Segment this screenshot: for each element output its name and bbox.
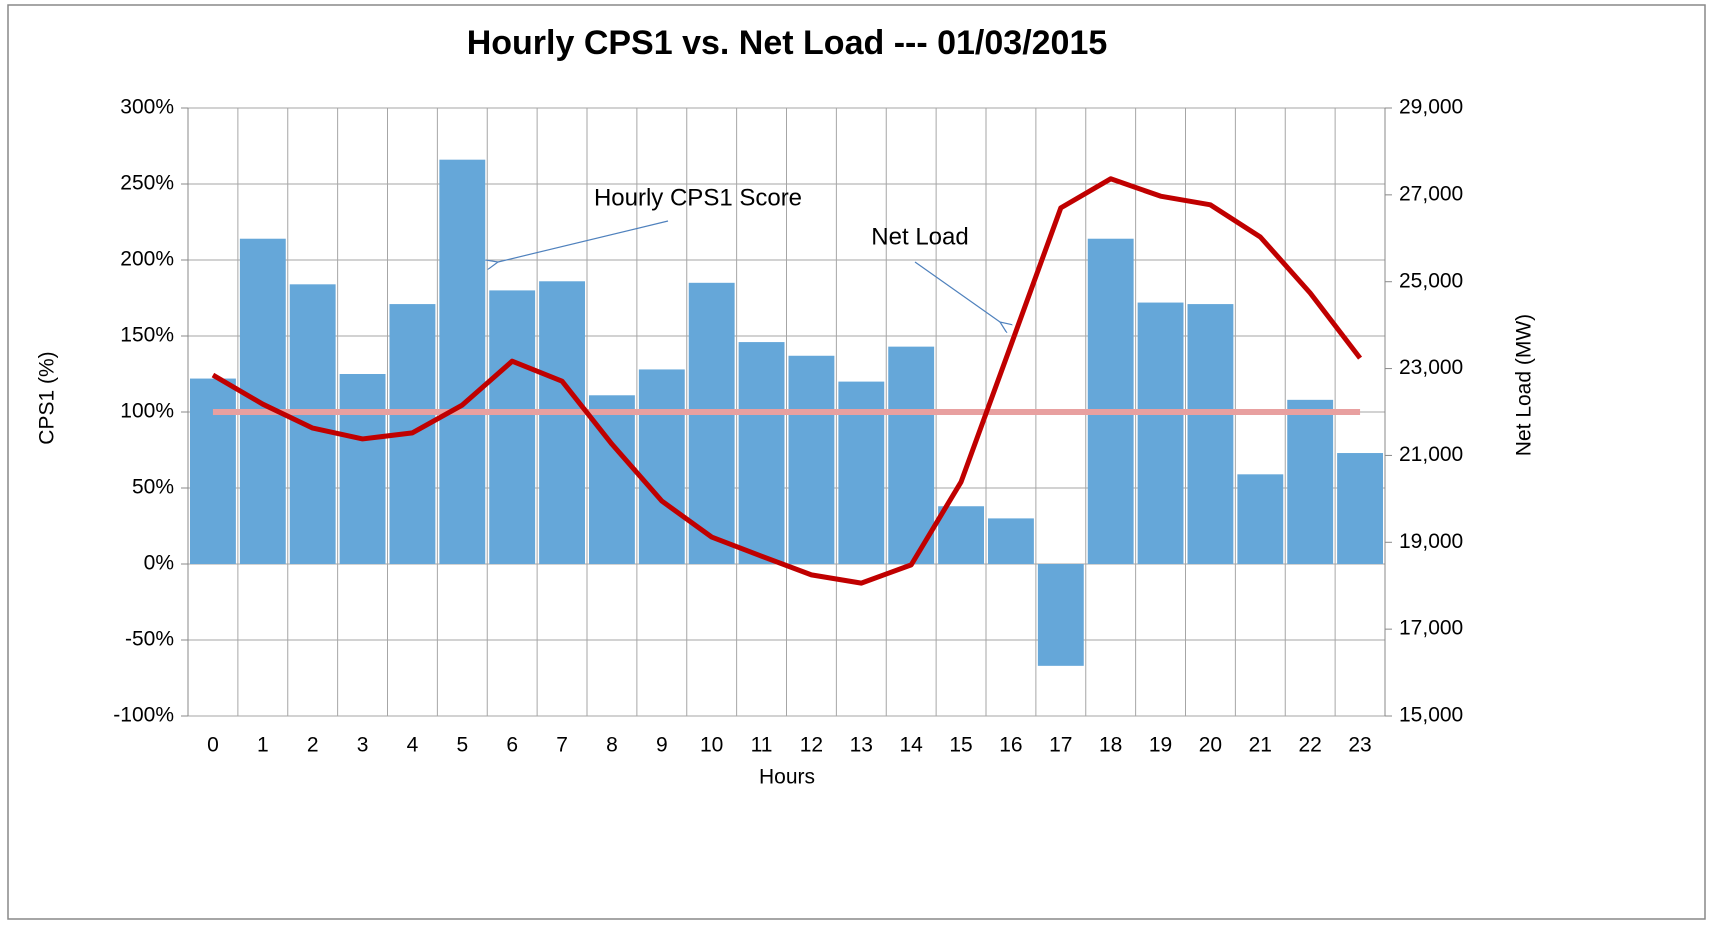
x-tick-label: 6 [506,734,518,757]
bar [1287,399,1334,564]
x-tick-label: 21 [1249,734,1272,757]
bar [1087,238,1134,564]
x-tick-label: 11 [751,734,773,757]
bar [788,355,835,564]
y-tick-label: 0% [144,552,174,575]
x-tick-label: 19 [1149,734,1172,757]
bar [339,374,386,564]
x-tick-label: 23 [1348,734,1371,757]
x-axis-label: Hours [759,766,815,789]
x-tick-label: 1 [257,734,269,757]
y-tick-label: 300% [120,96,174,119]
y-tick-label: 50% [132,476,174,499]
y2-axis-label: Net Load (MW) [1513,314,1536,456]
annotation-arrow [914,261,1000,322]
y2-tick-label: 27,000 [1399,182,1463,205]
y-tick-label: 250% [120,172,174,195]
y-tick-label: 200% [120,248,174,271]
x-tick-label: 17 [1049,734,1072,757]
x-tick-label: 16 [999,734,1022,757]
x-tick-label: 10 [700,734,723,757]
y2-tick-label: 15,000 [1399,704,1463,727]
bar [1137,302,1184,564]
y-axis-label: CPS1 (%) [36,351,59,444]
annotation-arrow [498,220,669,262]
bar [838,381,885,564]
x-tick-label: 3 [357,734,369,757]
y2-tick-label: 17,000 [1399,617,1463,640]
x-tick-label: 20 [1199,734,1222,757]
x-tick-label: 0 [207,734,219,757]
bar [1037,564,1084,666]
y-tick-label: 150% [120,324,174,347]
bar [539,281,586,564]
x-tick-label: 5 [456,734,468,757]
x-tick-label: 22 [1299,734,1322,757]
bar [1237,474,1284,564]
bar [1337,453,1384,564]
bar [938,506,985,564]
annotation: Net Load [871,223,968,250]
bar [289,284,336,564]
annotation: Hourly CPS1 Score [594,184,802,211]
x-tick-label: 8 [606,734,618,757]
y-tick-label: 100% [120,400,174,423]
x-tick-label: 18 [1099,734,1122,757]
y2-tick-label: 19,000 [1399,530,1463,553]
x-tick-label: 15 [949,734,972,757]
y2-tick-label: 21,000 [1399,443,1463,466]
x-tick-label: 7 [556,734,568,757]
x-tick-label: 12 [800,734,823,757]
bar [489,290,536,564]
y2-tick-label: 29,000 [1399,96,1463,119]
y-tick-label: -50% [125,628,174,651]
x-tick-label: 13 [850,734,873,757]
bar [1187,304,1234,564]
x-tick-label: 2 [307,734,319,757]
line [211,176,1363,586]
bar [638,369,685,564]
bar [987,518,1034,564]
bar [688,282,735,564]
x-tick-label: 14 [900,734,924,757]
bar [888,346,935,564]
bar [189,378,236,564]
chart-title: Hourly CPS1 vs. Net Load --- 01/03/2015 [467,24,1108,62]
y2-tick-label: 25,000 [1399,269,1463,292]
y-tick-label: -100% [113,704,174,727]
y2-tick-label: 23,000 [1399,356,1463,379]
bar [439,159,486,564]
bar [738,342,785,564]
x-tick-label: 9 [656,734,668,757]
x-tick-label: 4 [407,734,419,757]
